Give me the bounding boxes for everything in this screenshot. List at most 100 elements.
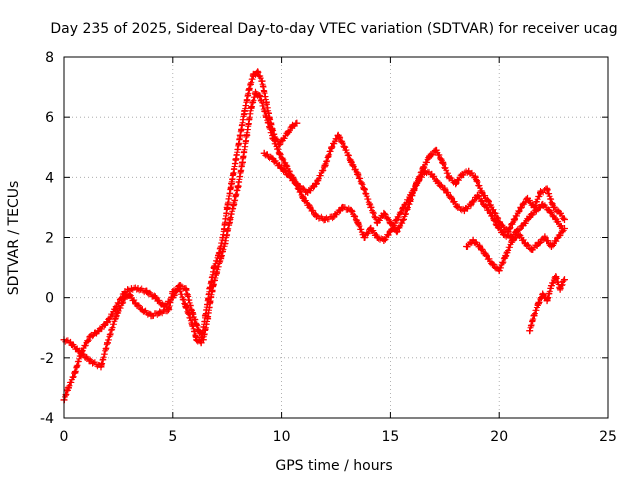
data-point <box>478 188 486 196</box>
data-point <box>104 318 112 326</box>
data-point <box>373 218 381 226</box>
data-point <box>112 303 120 311</box>
data-point <box>526 327 534 335</box>
data-point <box>534 300 542 308</box>
data-point <box>288 122 296 130</box>
data-point <box>64 384 72 392</box>
data-point <box>112 312 120 320</box>
data-point <box>164 306 172 314</box>
data-point <box>460 206 468 214</box>
data-point <box>497 221 505 229</box>
data-point <box>286 173 294 181</box>
data-point <box>269 134 277 142</box>
data-point <box>347 206 355 214</box>
x-tick-label: 5 <box>168 429 177 445</box>
data-point <box>508 237 516 245</box>
y-tick-label: 4 <box>45 170 54 186</box>
data-point <box>554 234 562 241</box>
data-point <box>393 215 401 223</box>
data-point <box>510 215 518 223</box>
data-point <box>330 212 338 220</box>
x-tick-label: 20 <box>490 429 508 445</box>
data-point <box>447 194 455 202</box>
data-point <box>208 288 216 296</box>
data-point <box>530 312 538 320</box>
data-point <box>249 71 257 79</box>
data-point <box>312 179 320 187</box>
data-point <box>504 227 512 235</box>
data-point <box>295 182 303 190</box>
data-point <box>260 149 268 157</box>
data-point <box>452 179 460 187</box>
data-point <box>223 203 231 211</box>
data-point <box>293 119 301 127</box>
data-point <box>528 246 536 254</box>
data-point <box>160 303 168 311</box>
data-point <box>539 291 547 299</box>
series-track-4 <box>463 224 568 275</box>
data-point <box>86 357 94 365</box>
data-point <box>537 188 545 196</box>
data-point <box>552 273 560 281</box>
data-point <box>262 113 270 121</box>
data-point <box>354 170 362 178</box>
series-track-2 <box>60 88 566 404</box>
data-point <box>545 206 553 214</box>
x-tick-label: 10 <box>273 429 291 445</box>
data-point <box>521 240 529 248</box>
data-point <box>560 276 568 284</box>
data-point <box>97 363 105 371</box>
data-point <box>519 221 527 229</box>
grid-lines <box>64 57 608 418</box>
data-point <box>86 333 94 341</box>
data-point <box>282 161 290 169</box>
data-point <box>360 185 368 193</box>
data-point <box>502 252 510 260</box>
data-point <box>556 285 564 293</box>
y-tick-label: -4 <box>40 411 54 427</box>
data-point <box>552 215 560 223</box>
data-point <box>182 303 190 311</box>
x-tick-label: 0 <box>60 429 69 445</box>
data-point <box>188 309 196 317</box>
data-point <box>193 336 201 344</box>
data-point <box>247 104 255 112</box>
data-point <box>156 309 164 317</box>
data-point <box>541 234 549 241</box>
data-point <box>517 203 525 211</box>
data-point <box>560 224 568 232</box>
data-point <box>471 173 479 181</box>
data-point <box>77 348 85 356</box>
data-point <box>204 315 212 323</box>
y-tick-label: 0 <box>45 291 54 307</box>
data-point <box>413 179 421 187</box>
data-point <box>495 267 503 275</box>
data-point <box>321 215 329 223</box>
data-point <box>419 164 427 172</box>
data-point <box>306 203 314 211</box>
data-point <box>312 212 320 220</box>
data-point <box>321 161 329 169</box>
y-tick-label: -2 <box>40 351 54 367</box>
data-point <box>245 86 253 94</box>
data-point <box>539 200 547 208</box>
data-point <box>104 339 112 347</box>
data-point <box>441 185 449 193</box>
data-point <box>556 209 564 217</box>
data-point <box>489 261 497 269</box>
data-point <box>515 230 523 238</box>
data-point <box>547 243 555 251</box>
x-tick-label: 25 <box>599 429 617 445</box>
data-point <box>304 188 312 196</box>
data-point <box>151 294 159 302</box>
data-point <box>543 297 551 305</box>
data-point <box>262 98 270 106</box>
data-point <box>212 270 220 278</box>
data-point <box>217 255 225 263</box>
data-point <box>491 209 499 217</box>
data-point <box>230 200 238 208</box>
data-point <box>238 158 246 166</box>
data-point <box>476 243 484 251</box>
data-point <box>199 336 207 344</box>
data-point <box>543 185 551 193</box>
